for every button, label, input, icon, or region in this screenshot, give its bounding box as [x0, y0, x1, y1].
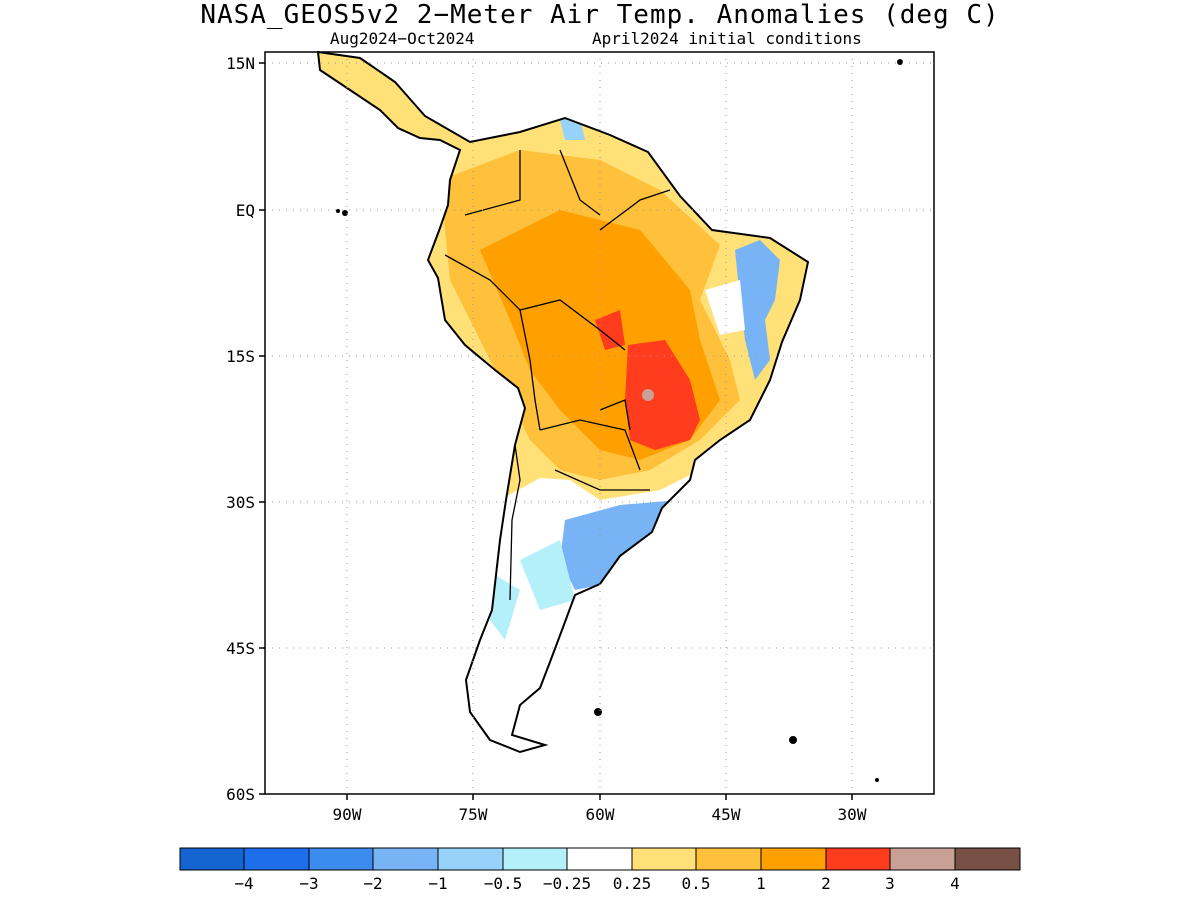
colorbar-label: −0.5 — [484, 874, 523, 893]
colorbar-swatch — [695, 847, 762, 871]
lat-label: 45S — [226, 639, 255, 658]
colorbar-label: 2 — [821, 874, 831, 893]
colorbar-swatch — [308, 847, 374, 871]
lon-label: 30W — [838, 805, 867, 824]
lat-label: 15N — [226, 54, 255, 73]
colorbar-swatch — [825, 847, 891, 871]
colorbar-swatch — [502, 847, 568, 871]
colorbar-label: −4 — [234, 874, 253, 893]
colorbar-label: −0.25 — [543, 874, 591, 893]
colorbar-swatch — [372, 847, 439, 871]
colorbar-swatch — [437, 847, 504, 871]
colorbar-swatch — [566, 847, 633, 871]
islands — [336, 59, 903, 782]
forecast-period: Aug2024−Oct2024 — [330, 29, 475, 48]
graticule — [265, 52, 934, 794]
colorbar-swatch — [889, 847, 956, 871]
lon-label: 75W — [459, 805, 488, 824]
lon-labels: 90W 75W 60W 45W 30W — [333, 805, 867, 824]
lat-label: 60S — [226, 785, 255, 804]
lon-label: 90W — [333, 805, 362, 824]
lon-label: 45W — [712, 805, 741, 824]
colorbar-label: −3 — [299, 874, 318, 893]
lat-labels: 15N EQ 15S 30S 45S 60S — [226, 54, 255, 804]
colorbar-label: 0.25 — [613, 874, 652, 893]
colorbar-label: 1 — [756, 874, 766, 893]
colorbar-label: 0.5 — [682, 874, 711, 893]
country-borders — [444, 149, 671, 601]
anomaly-field — [318, 52, 808, 752]
colorbar-labels: −4 −3 −2 −1 −0.5 −0.25 0.25 0.5 1 2 3 4 — [234, 874, 959, 893]
colorbar-label: −1 — [428, 874, 447, 893]
lon-label: 60W — [586, 805, 615, 824]
colorbar-swatch — [954, 847, 1021, 871]
colorbar-label: −2 — [363, 874, 382, 893]
initial-conditions: April2024 initial conditions — [592, 29, 862, 48]
colorbar-swatch — [631, 847, 697, 871]
colorbar-swatch — [760, 847, 827, 871]
lat-label: 15S — [226, 347, 255, 366]
colorbar-swatch — [179, 847, 245, 871]
lat-label: EQ — [236, 201, 255, 220]
colorbar-label: 4 — [950, 874, 960, 893]
colorbar-label: 3 — [885, 874, 895, 893]
color-bar — [179, 847, 1021, 871]
tick-marks — [259, 62, 853, 800]
lat-label: 30S — [226, 493, 255, 512]
map-title: NASA_GEOS5v2 2−Meter Air Temp. Anomalies… — [200, 0, 1000, 30]
colorbar-swatch — [243, 847, 310, 871]
coastlines — [316, 50, 810, 754]
